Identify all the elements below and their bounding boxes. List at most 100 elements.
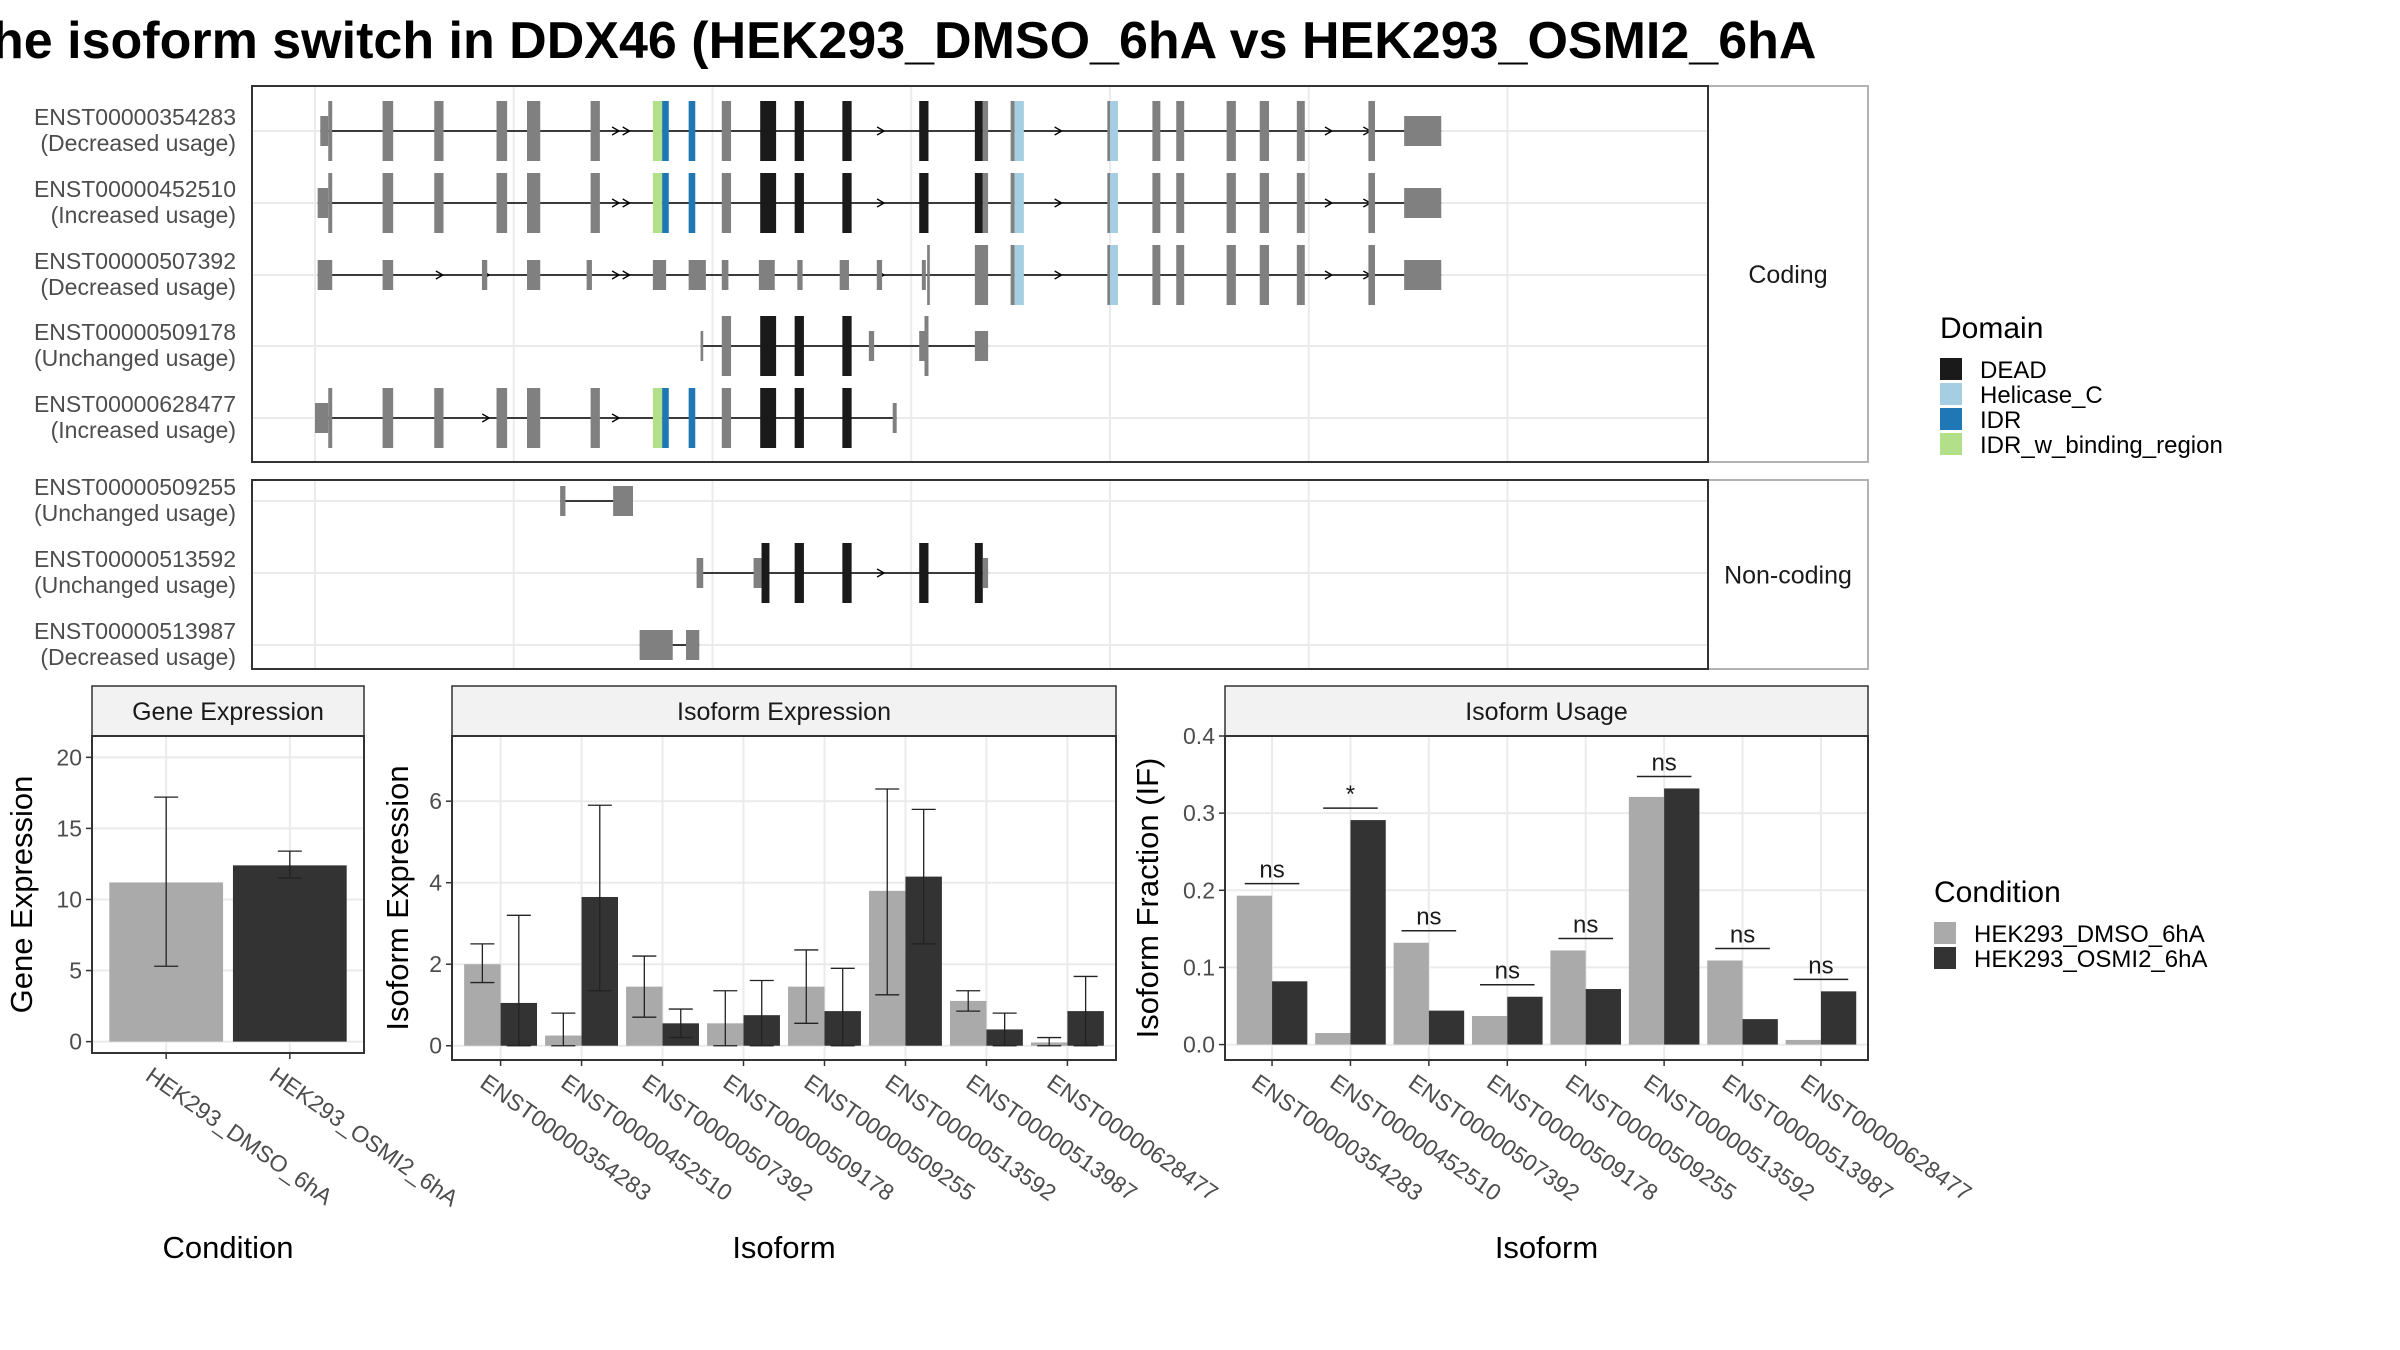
exon bbox=[700, 331, 704, 361]
exon bbox=[496, 388, 508, 448]
exon bbox=[1226, 245, 1236, 305]
strand-arrow bbox=[611, 198, 621, 208]
exon bbox=[1010, 245, 1015, 305]
legends: Domain DEADHelicase_CIDRIDR_w_binding_reg… bbox=[1934, 312, 2223, 973]
exon bbox=[794, 388, 804, 448]
exon bbox=[1110, 101, 1118, 161]
transcript-usage-label: (Decreased usage) bbox=[40, 130, 236, 156]
significance-label: ns bbox=[1651, 749, 1676, 776]
condition-legend-title: Condition bbox=[1934, 876, 2061, 909]
exon bbox=[876, 260, 883, 290]
bar bbox=[1350, 820, 1386, 1045]
strand-arrow bbox=[1054, 270, 1063, 280]
y-tick-label: 0 bbox=[69, 1029, 82, 1055]
bar bbox=[1664, 788, 1700, 1045]
exon bbox=[328, 173, 333, 233]
exon bbox=[382, 101, 394, 161]
exon bbox=[1176, 101, 1185, 161]
exon bbox=[652, 388, 663, 448]
strand-arrow bbox=[611, 126, 621, 136]
y-tick-label: 20 bbox=[56, 744, 82, 770]
exon bbox=[1368, 101, 1375, 161]
exon bbox=[927, 245, 930, 305]
exon bbox=[527, 260, 541, 290]
exon bbox=[721, 173, 732, 233]
transcript-id-label: ENST00000509178 bbox=[34, 319, 236, 345]
strand-arrow bbox=[1324, 126, 1334, 136]
significance-label: ns bbox=[1808, 952, 1833, 979]
exon bbox=[794, 101, 804, 161]
exon bbox=[921, 260, 926, 290]
isoform-usage-plot: Isoform Usage 0.0 0.1 0.2 0.3 0.4 ns * ns ns ns ns n… bbox=[1130, 685, 1977, 1265]
plot-border bbox=[1224, 735, 1869, 1061]
bar bbox=[1272, 981, 1308, 1045]
y-tick-label: 0.4 bbox=[1183, 723, 1215, 749]
y-tick-label: 0 bbox=[429, 1033, 442, 1059]
exon bbox=[652, 101, 663, 161]
exon bbox=[527, 101, 541, 161]
exon bbox=[688, 260, 706, 290]
domain-legend-swatch bbox=[1940, 383, 1962, 405]
transcript-usage-label: (Unchanged usage) bbox=[34, 500, 236, 526]
exon bbox=[1152, 173, 1161, 233]
domain-legend-swatch bbox=[1940, 433, 1962, 455]
transcript-id-label: ENST00000628477 bbox=[34, 391, 236, 417]
exon bbox=[317, 188, 329, 218]
exon bbox=[560, 486, 566, 516]
exon bbox=[982, 558, 989, 588]
exon bbox=[842, 543, 852, 603]
panel-border bbox=[251, 479, 1709, 670]
strand-arrow bbox=[876, 198, 886, 208]
exon bbox=[760, 173, 777, 233]
exon bbox=[1152, 101, 1161, 161]
exon bbox=[1368, 173, 1375, 233]
exon bbox=[797, 260, 803, 290]
plot-bg bbox=[452, 736, 1116, 1060]
exon bbox=[481, 260, 488, 290]
significance-label: ns bbox=[1416, 904, 1441, 931]
exon bbox=[919, 101, 929, 161]
exon bbox=[868, 331, 875, 361]
exon bbox=[590, 101, 600, 161]
exon bbox=[1014, 101, 1024, 161]
y-axis-title: Isoform Fraction (IF) bbox=[1130, 758, 1165, 1039]
exon bbox=[974, 245, 989, 305]
exon bbox=[892, 403, 897, 433]
exon bbox=[758, 260, 775, 290]
exon bbox=[434, 388, 444, 448]
exon bbox=[315, 403, 329, 433]
transcript-id-label: ENST00000452510 bbox=[34, 176, 236, 202]
condition-legend-swatch bbox=[1934, 947, 1956, 969]
transcript-id-label: ENST00000507392 bbox=[34, 248, 236, 274]
exon bbox=[639, 630, 673, 660]
exon bbox=[1404, 260, 1442, 290]
panel-title: Isoform Expression bbox=[677, 698, 891, 726]
y-tick-label: 0.3 bbox=[1183, 800, 1215, 826]
exon bbox=[613, 486, 633, 516]
exon bbox=[1259, 173, 1269, 233]
y-tick-label: 0.1 bbox=[1183, 954, 1215, 980]
facet-label-noncoding: Non-coding bbox=[1724, 562, 1852, 590]
exon bbox=[760, 388, 777, 448]
exon bbox=[590, 388, 600, 448]
exon bbox=[1404, 188, 1442, 218]
strand-arrow bbox=[1324, 198, 1334, 208]
exon bbox=[721, 316, 732, 376]
exon bbox=[1107, 245, 1110, 305]
exon bbox=[696, 558, 704, 588]
exon bbox=[328, 388, 333, 448]
y-tick-label: 2 bbox=[429, 951, 442, 977]
exon bbox=[753, 558, 762, 588]
exon bbox=[794, 173, 804, 233]
transcript-usage-label: (Increased usage) bbox=[51, 202, 236, 228]
exon bbox=[1296, 173, 1305, 233]
exon bbox=[974, 543, 983, 603]
domain-legend-label: IDR_w_binding_region bbox=[1980, 432, 2223, 459]
exon bbox=[842, 316, 852, 376]
bar bbox=[1428, 1010, 1465, 1045]
exon bbox=[652, 260, 667, 290]
exon bbox=[1296, 101, 1305, 161]
exon bbox=[586, 260, 592, 290]
exon bbox=[919, 173, 929, 233]
bar bbox=[1236, 895, 1273, 1045]
